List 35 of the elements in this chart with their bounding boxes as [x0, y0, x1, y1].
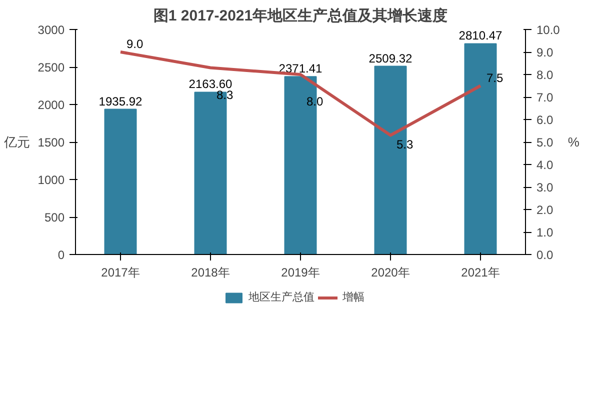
- y2-tick-label: 3.0: [536, 180, 554, 194]
- y2-tick-label: 1.0: [536, 226, 554, 240]
- y-axis-title: 亿元: [2, 134, 30, 150]
- x-tick-label: 2019年: [281, 266, 320, 280]
- y-tick-label: 2000: [38, 98, 65, 112]
- x-tick-label: 2018年: [191, 266, 230, 280]
- x-tick-label: 2020年: [371, 266, 410, 280]
- bar: [104, 108, 137, 254]
- data-label: 1935.92: [98, 94, 143, 108]
- x-tick-label: 2021年: [461, 266, 500, 280]
- y2-tick-label: 0.0: [536, 248, 554, 262]
- data-label: 2371.41: [278, 62, 323, 76]
- y2-tick-label: 5.0: [536, 136, 554, 150]
- data-label: 2163.60: [188, 77, 233, 92]
- data-label: 2509.32: [368, 51, 413, 66]
- legend-label: 增幅: [342, 290, 364, 304]
- y-tick-label: 1000: [38, 173, 65, 187]
- y2-tick-label: 6.0: [536, 113, 554, 127]
- y-tick-label: 1500: [38, 136, 65, 150]
- y2-tick-label: 10.0: [536, 23, 560, 37]
- y-tick-label: 2500: [38, 60, 65, 74]
- y2-tick-label: 4.0: [536, 158, 554, 172]
- legend-label: 地区生产总值: [248, 290, 314, 304]
- y2-tick-label: 9.0: [536, 46, 554, 60]
- data-label: 2810.47: [458, 28, 503, 43]
- y2-axis-title: %: [568, 134, 580, 150]
- y2-tick-label: 7.0: [536, 90, 554, 104]
- chart-title: 图1 2017-2021年地区生产总值及其增长速度: [153, 6, 448, 24]
- y-tick-label: 500: [44, 210, 65, 224]
- y-tick-label: 0: [58, 248, 65, 262]
- x-tick-label: 2017年: [101, 266, 140, 280]
- y2-tick-label: 8.0: [536, 68, 554, 82]
- data-label: 9.0: [126, 37, 144, 51]
- y2-tick-label: 2.0: [536, 203, 554, 217]
- y-tick-label: 3000: [38, 23, 65, 37]
